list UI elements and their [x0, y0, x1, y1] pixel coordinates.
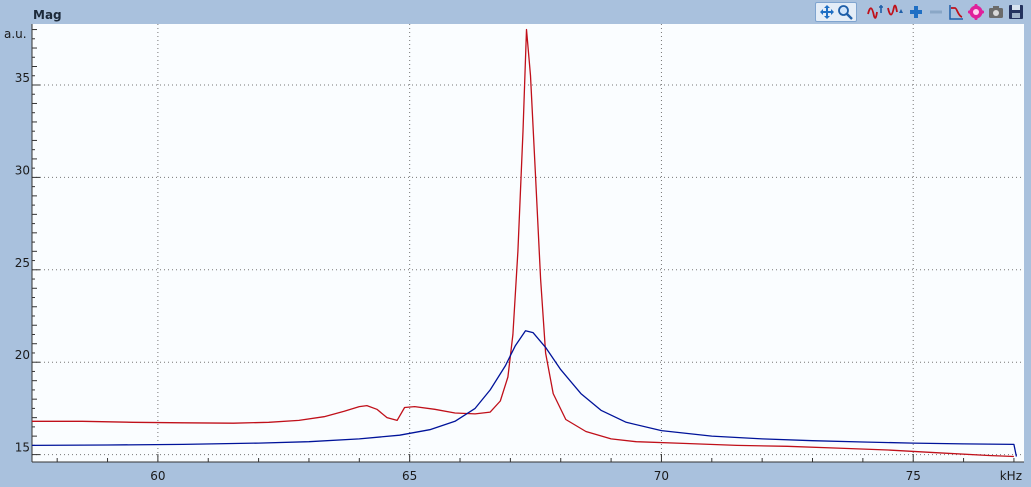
axes — [31, 24, 1024, 463]
x-tick-label: 70 — [654, 469, 669, 483]
peak-marker-icon[interactable] — [867, 3, 885, 21]
series-line-1 — [32, 28, 1014, 458]
pan-zoom-toggle[interactable] — [815, 2, 857, 22]
x-axis-label: kHz — [1000, 469, 1022, 483]
y-tick-label: 30 — [15, 163, 30, 177]
y-tick-label: 20 — [15, 348, 30, 362]
valley-marker-icon[interactable] — [887, 3, 905, 21]
camera-icon[interactable] — [987, 3, 1005, 21]
tick-labels: 15 20 25 30 35 60 65 70 75 a.u. kHz — [4, 27, 1022, 483]
remove-icon[interactable] — [927, 3, 945, 21]
y-tick-label: 25 — [15, 256, 30, 270]
zoom-icon[interactable] — [837, 4, 853, 20]
add-icon[interactable] — [907, 3, 925, 21]
series-group — [31, 28, 1018, 458]
settings-icon[interactable] — [967, 3, 985, 21]
y-tick-label: 15 — [15, 441, 30, 455]
plot-area[interactable] — [32, 24, 1024, 462]
series-line-2 — [31, 330, 1018, 457]
y-axis-label: a.u. — [4, 27, 27, 41]
x-tick-label: 60 — [150, 469, 165, 483]
pan-icon[interactable] — [819, 4, 835, 20]
save-icon[interactable] — [1007, 3, 1025, 21]
chart-title: Mag — [33, 8, 62, 22]
y-tick-label: 35 — [15, 71, 30, 85]
grid-lines — [32, 24, 1024, 462]
x-tick-label: 75 — [906, 469, 921, 483]
x-tick-label: 65 — [402, 469, 417, 483]
filter-icon[interactable] — [947, 3, 965, 21]
chart-toolbar — [815, 0, 1025, 24]
